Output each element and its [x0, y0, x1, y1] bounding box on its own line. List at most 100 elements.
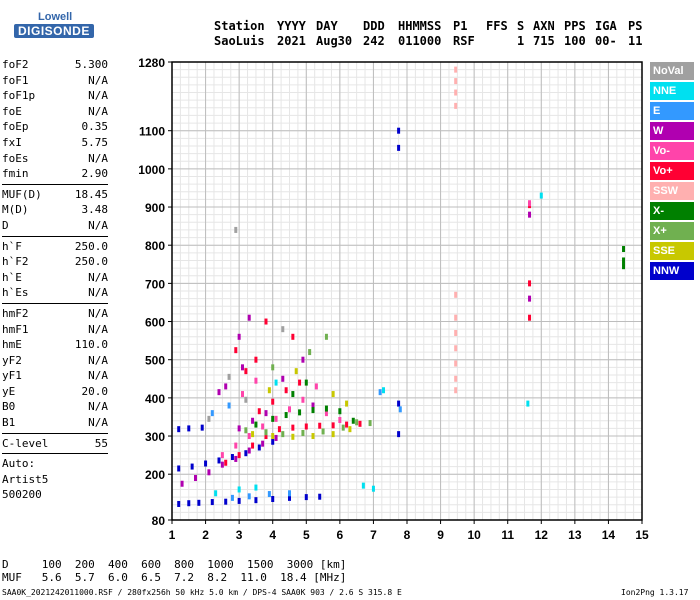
echo-point [298, 379, 302, 386]
header-axn-value: 715 [533, 34, 555, 48]
echo-point [318, 493, 322, 500]
echo-point [301, 396, 305, 403]
param-name: B0 [2, 400, 16, 414]
legend-item-e: E [650, 102, 694, 120]
param-row-d: D N/A [2, 218, 108, 234]
header-ps-label: PS [628, 19, 643, 33]
echo-point [264, 433, 268, 440]
file-info-footer: SAA0K_2021242011000.RSF / 280fx256h 50 k… [2, 588, 402, 597]
echo-point [257, 444, 261, 451]
echo-point [251, 417, 255, 424]
echo-point [264, 429, 268, 436]
echo-point [324, 405, 328, 412]
y-tick-label: 80 [152, 514, 166, 528]
header-iga-label: IGA [595, 19, 617, 33]
header-s-value: 1 [517, 34, 525, 48]
echo-point [304, 494, 308, 501]
echo-point [454, 387, 458, 394]
echo-point [271, 364, 275, 371]
x-tick-label: 9 [437, 528, 444, 542]
echo-point [190, 463, 194, 470]
legend-item-nne: NNE [650, 82, 694, 100]
y-tick-label: 600 [145, 316, 165, 330]
param-name: hmE [2, 338, 22, 352]
echo-point [528, 211, 532, 218]
param-row-hmf2: hmF2 N/A [2, 306, 108, 322]
echo-point [247, 433, 251, 440]
echo-point [281, 375, 285, 382]
param-name: D [2, 218, 9, 232]
header-day-value: Aug30 [316, 34, 353, 48]
echo-point [214, 490, 218, 497]
echo-point [397, 431, 401, 438]
echo-point [241, 364, 244, 371]
echo-point [281, 431, 285, 438]
param-row-hmf1: hmF1 N/A [2, 322, 108, 338]
param-name: yF2 [2, 353, 22, 367]
echo-point [234, 455, 238, 462]
echo-point [454, 329, 458, 336]
param-row-fxi: fxI 5.75 [2, 135, 108, 151]
param-name: h`Es [2, 286, 29, 300]
echo-point [277, 426, 281, 433]
echo-point [321, 428, 325, 435]
echo-point [345, 400, 349, 407]
header-station-label: Station [214, 19, 265, 33]
x-tick-label: 8 [404, 528, 411, 542]
x-tick-label: 3 [236, 528, 243, 542]
echo-point [311, 407, 315, 414]
param-name: h`F [2, 239, 22, 253]
echo-point [210, 410, 214, 417]
echo-point [291, 333, 295, 340]
header-pps-label: PPS [564, 19, 586, 33]
echo-point [397, 127, 401, 134]
param-value: 250.0 [74, 239, 108, 253]
param-row-fof1p: foF1p N/A [2, 88, 108, 104]
echo-point [234, 226, 238, 233]
echo-point [284, 387, 288, 394]
param-value: 5.75 [81, 135, 109, 149]
y-tick-label: 1100 [139, 125, 165, 139]
param-value: N/A [88, 306, 108, 320]
autoscaler-version: 500200 [2, 488, 42, 502]
echo-point [187, 425, 191, 432]
echo-point [398, 406, 402, 413]
auto-label: Auto: [2, 457, 36, 471]
echo-point [244, 450, 248, 457]
param-row-fof2: foF2 5.300 [2, 57, 108, 73]
echo-point [271, 398, 275, 405]
echo-point [454, 291, 458, 298]
echo-point [358, 420, 362, 427]
echo-point [526, 400, 530, 407]
param-name: h`E [2, 270, 22, 284]
echo-point [224, 459, 228, 466]
echo-point [237, 425, 241, 432]
echo-point [264, 410, 268, 417]
echo-point [348, 426, 352, 433]
param-row-hes: h`Es N/A [2, 285, 108, 301]
header-s-label: S [517, 19, 525, 33]
legend-item-vo: Vo+ [650, 162, 694, 180]
x-tick-label: 2 [202, 528, 209, 542]
param-value: N/A [88, 369, 108, 383]
echo-point [378, 389, 382, 396]
header-day-label: DAY [316, 19, 338, 33]
legend-item-vo: Vo- [650, 142, 694, 160]
param-row-md: M(D) 3.48 [2, 202, 108, 218]
echo-point [220, 461, 224, 468]
echo-point [397, 400, 401, 407]
echo-point [224, 383, 228, 390]
digisonde-logo: DIGISONDE [14, 24, 94, 38]
param-row-ye: yE 20.0 [2, 384, 108, 400]
echo-point [204, 460, 208, 467]
param-name: foF2 [2, 58, 29, 71]
header-year-value: 2021 [277, 34, 306, 48]
param-value: 18.45 [74, 187, 108, 201]
header-ffs-label: FFS [486, 19, 508, 33]
echo-point [288, 494, 291, 501]
echo-point [345, 421, 349, 428]
echo-point [331, 431, 335, 438]
param-value: N/A [88, 286, 108, 300]
echo-point [267, 491, 271, 498]
echo-point [622, 246, 626, 253]
